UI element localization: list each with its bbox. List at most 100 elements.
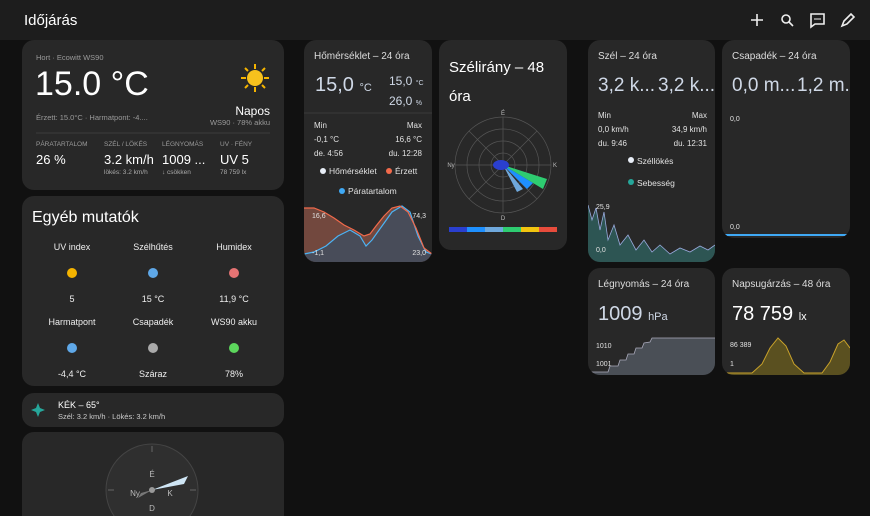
edit-icon[interactable] [840, 12, 856, 28]
rose-west: Ny [447, 163, 454, 169]
precipitation-card: Csapadék – 24 óra 0,0 m... 1,2 m... 0,0 … [722, 40, 850, 238]
legend-item[interactable]: Széllökés [637, 156, 674, 166]
solar-card: Napsugárzás – 48 óra 78 759 lx 86 389 1 [722, 268, 850, 375]
third-value: 26,0 % [389, 94, 422, 108]
card-title: Szél – 24 óra [598, 51, 657, 62]
min-label: Min [598, 111, 611, 120]
indicator-icon [229, 268, 239, 278]
axis-label: 16,6 [312, 213, 326, 220]
indicator-label: Szélhűtés [133, 242, 173, 252]
wind-summary-card: KÉK – 65° Szél: 3.2 km/h · Lökés: 3.2 km… [22, 393, 284, 427]
sun-icon [36, 64, 270, 134]
card-title: Hőmérséklet – 24 óra [314, 51, 410, 62]
solar-chart [722, 337, 850, 375]
second-value: 3,2 k... [658, 75, 715, 96]
card-title: Szélirány – 48 óra [449, 59, 545, 105]
condition: Napos [235, 104, 270, 118]
wind-rose-card: Szélirány – 48 óra É K D Ny [439, 40, 567, 250]
value: 1009 [598, 303, 643, 325]
big-value: 1009 hPa [598, 303, 668, 326]
indicator-icon [229, 343, 239, 353]
indicator-icon [148, 268, 158, 278]
indicator-value: 5 [69, 294, 75, 304]
axis-label: 25,9 [596, 204, 610, 211]
indicators-title: Egyéb mutatók [32, 209, 139, 226]
pressure-chart [588, 337, 715, 375]
rose-south: D [501, 216, 506, 222]
unit: % [415, 100, 422, 107]
search-icon[interactable] [781, 14, 794, 27]
axis-label: 1001 [596, 361, 612, 368]
min-time: de. 4:56 [314, 149, 343, 158]
stat-sub: lökés: 3.2 km/h [104, 169, 148, 176]
compass-card: É K D Ny [22, 432, 284, 516]
card-title: Csapadék – 24 óra [732, 51, 817, 62]
axis-label: 0,0 [730, 116, 740, 123]
indicator-label: UV index [53, 242, 91, 252]
wind-card: Szél – 24 óra 3,2 k... 3,2 k... Min Max … [588, 40, 715, 262]
temperature-chart [304, 112, 432, 262]
indicator-icon [67, 343, 77, 353]
max-time: du. 12:28 [388, 149, 422, 158]
legend-item[interactable]: Érzett [395, 166, 418, 176]
wind-details: Szél: 3.2 km/h · Lökés: 3.2 km/h [58, 412, 166, 421]
axis-label: 74,3 [412, 213, 426, 220]
indicator-label: WS90 akku [210, 317, 258, 327]
indicator-value: -4,4 °C [57, 369, 87, 379]
stat-value: 3.2 km/h [104, 152, 154, 167]
indicator-icon [148, 343, 158, 353]
card-title: Légnyomás – 24 óra [598, 279, 690, 290]
wind-chart [588, 157, 715, 262]
header-icons [751, 12, 856, 29]
axis-label: 0,0 [730, 224, 740, 231]
indicator-label: Csapadék [132, 317, 174, 327]
second-value: 1,2 m... [797, 75, 850, 96]
max-time: du. 12:31 [673, 139, 707, 148]
temperature-card: Hőmérséklet – 24 óra 15,0 °C 15,0 °C 26,… [304, 40, 432, 262]
big-value: 15,0 °C [315, 74, 372, 97]
legend-item[interactable]: Páratartalom [348, 186, 397, 196]
max-value: 34,9 km/h [671, 125, 707, 134]
value: 78 759 [732, 303, 794, 325]
min-value: -0,1 °C [314, 135, 339, 144]
axis-label: 0,0 [596, 247, 606, 254]
value: 0,0 m... [732, 75, 796, 96]
indicator-value: 15 °C [141, 294, 165, 304]
compass-south: D [149, 504, 155, 513]
unit: hPa [648, 311, 668, 323]
axis-label: 1010 [596, 343, 612, 350]
indicator-value: 78% [224, 369, 243, 379]
battery: WS90 · 78% akku [209, 118, 270, 127]
indicators-card: Egyéb mutatók UV index 5 Szélhűtés 15 °C Hum… [22, 196, 284, 386]
stat-value: 1009 ... [162, 152, 206, 167]
compass-rose-icon [31, 403, 45, 417]
chat-icon[interactable] [810, 13, 825, 29]
second-value: 15,0 °C [389, 74, 424, 88]
indicator-value: 11,9 °C [219, 294, 249, 304]
header-title: Időjárás [24, 12, 78, 29]
value: 3,2 k... [598, 75, 656, 96]
add-icon[interactable] [751, 14, 763, 26]
stat-label: SZÉL / LÖKÉS [104, 141, 148, 148]
details: Érzett: 15.0°C · Harmatpont: -4.... [36, 113, 148, 122]
stat-label: LÉGNYOMÁS [162, 141, 204, 148]
axis-label: -1,1 [312, 250, 325, 257]
legend-item[interactable]: Hőmérséklet [329, 166, 377, 176]
legend-item[interactable]: Sebesség [637, 178, 675, 188]
max-label: Max [406, 121, 422, 130]
compass-east: K [167, 489, 173, 498]
station: Hort · Ecowitt WS90 [36, 53, 104, 62]
stat-sub: ↓ csökken [162, 169, 191, 176]
axis-label: 23,0 [412, 250, 426, 257]
current-card: Hort · Ecowitt WS90 15.0 °C Napos WS90 ·… [22, 40, 284, 190]
value: 15,0 [389, 74, 413, 88]
stat-label: UV · FÉNY [220, 141, 253, 148]
wind-rose: É K D Ny [447, 110, 557, 232]
compass: É K D Ny [105, 443, 199, 516]
app-header: Időjárás [0, 0, 870, 40]
unit: °C [415, 80, 424, 87]
stat-value: 26 % [36, 152, 66, 167]
stat-label: PÁRATARTALOM [36, 141, 88, 148]
stat-value: UV 5 [220, 152, 249, 167]
